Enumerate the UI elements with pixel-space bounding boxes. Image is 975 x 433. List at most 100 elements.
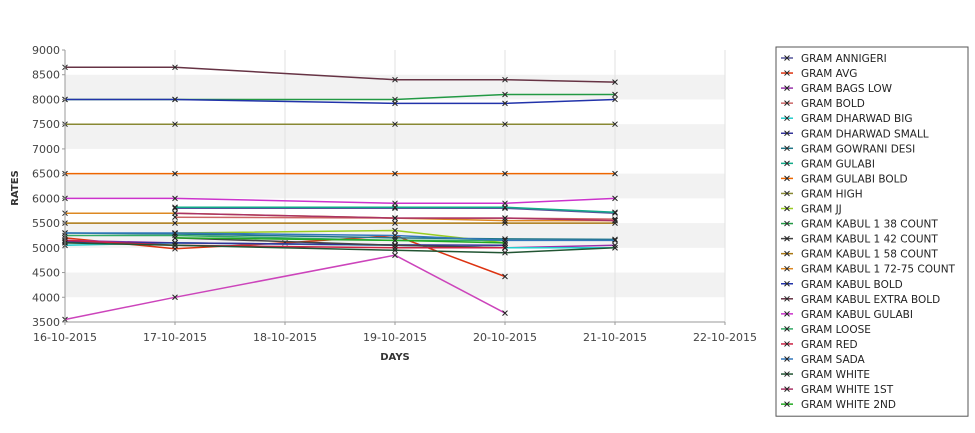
- data-point: [172, 204, 178, 211]
- data-point: [502, 249, 508, 256]
- data-point: [502, 242, 508, 249]
- data-point: [172, 170, 178, 177]
- data-point: [502, 240, 508, 246]
- legend-label: GRAM JJ: [801, 204, 842, 216]
- x-tick-label: 19-10-2015: [363, 331, 427, 344]
- y-tick-label: 4500: [32, 267, 60, 280]
- data-point: [612, 170, 618, 177]
- legend-marker: [784, 205, 790, 212]
- y-tick-label: 8000: [32, 93, 60, 106]
- legend-marker: [784, 401, 790, 408]
- data-point: [392, 227, 398, 234]
- legend-label: GRAM KABUL 1 42 COUNT: [801, 234, 938, 246]
- legend-marker: [784, 265, 790, 272]
- series-8: [62, 170, 618, 177]
- legend-marker: [784, 386, 790, 392]
- legend-label: GRAM BOLD: [801, 98, 865, 110]
- data-point: [172, 195, 178, 202]
- legend: GRAM ANNIGERI GRAM AVG GRAM BAGS LOW GRAM B…: [775, 46, 969, 417]
- data-point: [502, 220, 508, 226]
- legend-box: [775, 46, 969, 417]
- legend-marker: [784, 115, 790, 122]
- legend-label: GRAM KABUL 1 58 COUNT: [801, 249, 938, 261]
- legend-label: GRAM AVG: [801, 68, 857, 80]
- y-tick-label: 4000: [32, 291, 60, 304]
- legend-label: GRAM GOWRANI DESI: [801, 143, 915, 155]
- data-point: [172, 235, 178, 241]
- data-point: [612, 195, 618, 202]
- legend-label: GRAM BAGS LOW: [801, 83, 893, 95]
- legend-item: GRAM BAGS LOW: [781, 83, 893, 95]
- legend-marker: [784, 175, 790, 182]
- data-point: [502, 100, 508, 107]
- legend-marker: [784, 130, 790, 137]
- legend-item: GRAM WHITE: [781, 369, 870, 381]
- legend-label: GRAM KABUL 1 38 COUNT: [801, 219, 938, 231]
- legend-item: GRAM BOLD: [781, 98, 865, 110]
- legend-item: GRAM DHARWAD BIG: [781, 113, 912, 125]
- legend-label: GRAM RED: [801, 339, 858, 351]
- data-point: [172, 64, 178, 71]
- legend-marker: [784, 55, 790, 61]
- x-tick-label: 20-10-2015: [473, 331, 537, 344]
- data-point: [172, 294, 178, 301]
- data-point: [172, 230, 178, 236]
- data-point: [502, 217, 508, 224]
- y-axis-label: RATES: [10, 170, 21, 206]
- data-point: [612, 237, 618, 244]
- legend-item: GRAM LOOSE: [781, 324, 871, 336]
- data-point: [502, 310, 508, 316]
- legend-label: GRAM GULABI BOLD: [801, 173, 908, 185]
- legend-item: GRAM HIGH: [781, 188, 863, 200]
- legend-item: GRAM JJ: [781, 204, 842, 216]
- legend-item: GRAM SADA: [781, 354, 866, 366]
- legend-item: GRAM RED: [781, 339, 858, 351]
- data-point: [392, 232, 398, 239]
- legend-item: GRAM GULABI BOLD: [781, 173, 908, 185]
- legend-label: GRAM KABUL 1 72-75 COUNT: [801, 264, 956, 276]
- data-point: [612, 121, 618, 128]
- legend-marker: [784, 160, 790, 167]
- data-point: [612, 91, 618, 98]
- y-tick-label: 6500: [32, 168, 60, 181]
- legend-label: GRAM WHITE: [801, 369, 870, 381]
- data-point: [392, 237, 398, 244]
- legend-marker: [784, 220, 790, 227]
- data-point: [172, 242, 178, 249]
- x-tick-label: 18-10-2015: [253, 331, 317, 344]
- legend-label: GRAM DHARWAD SMALL: [801, 128, 929, 140]
- data-point: [612, 220, 618, 226]
- legend-label: GRAM WHITE 2ND: [801, 399, 896, 411]
- data-point: [392, 200, 398, 207]
- x-tick-label: 21-10-2015: [583, 331, 647, 344]
- legend-marker: [784, 371, 790, 377]
- legend-item: GRAM KABUL GULABI: [781, 309, 913, 321]
- data-point: [172, 121, 178, 128]
- legend-item: GRAM GULABI: [781, 158, 875, 170]
- legend-label: GRAM KABUL BOLD: [801, 279, 903, 291]
- legend-label: GRAM ANNIGERI: [801, 53, 887, 65]
- legend-label: GRAM DHARWAD BIG: [801, 113, 912, 125]
- legend-item: GRAM KABUL 1 72-75 COUNT: [781, 264, 956, 276]
- x-axis-label: DAYS: [380, 352, 410, 363]
- data-point: [392, 247, 398, 254]
- data-point: [172, 96, 178, 103]
- legend-label: GRAM WHITE 1ST: [801, 384, 894, 396]
- x-tick-label: 17-10-2015: [143, 331, 207, 344]
- data-point: [502, 200, 508, 207]
- legend-label: GRAM KABUL EXTRA BOLD: [801, 294, 940, 306]
- data-point: [392, 242, 398, 249]
- data-point: [392, 100, 398, 107]
- data-point: [612, 242, 618, 249]
- legend-item: GRAM KABUL 1 38 COUNT: [781, 219, 938, 231]
- legend-marker: [784, 250, 790, 257]
- data-point: [392, 170, 398, 177]
- data-point: [502, 215, 508, 221]
- legend-item: GRAM KABUL EXTRA BOLD: [781, 294, 940, 306]
- data-point: [612, 244, 618, 251]
- legend-label: GRAM SADA: [801, 354, 866, 366]
- legend-item: GRAM KABUL 1 42 COUNT: [781, 234, 938, 246]
- legend-marker: [784, 356, 790, 362]
- legend-item: GRAM KABUL BOLD: [781, 279, 903, 291]
